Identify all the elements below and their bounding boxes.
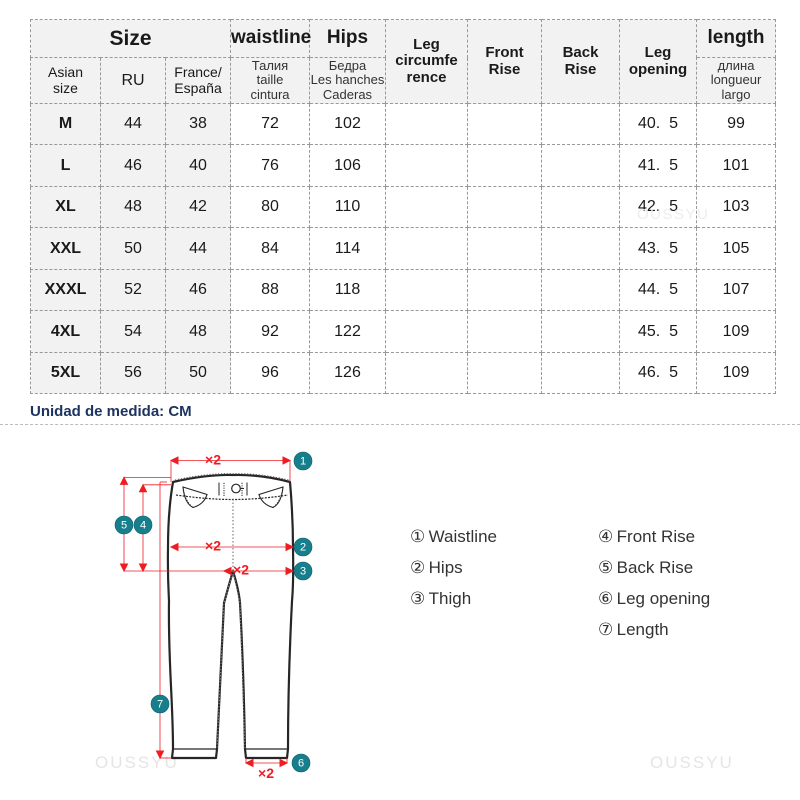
svg-text:×2: ×2 xyxy=(205,452,221,468)
svg-text:2: 2 xyxy=(300,542,306,554)
svg-text:5: 5 xyxy=(121,520,127,532)
svg-text:×2: ×2 xyxy=(205,538,221,554)
svg-text:6: 6 xyxy=(298,758,304,770)
svg-text:×2: ×2 xyxy=(258,765,274,781)
svg-text:3: 3 xyxy=(300,566,306,578)
svg-text:4: 4 xyxy=(140,520,146,532)
svg-text:1: 1 xyxy=(300,456,306,468)
svg-text:7: 7 xyxy=(157,699,163,711)
svg-text:×2: ×2 xyxy=(233,562,249,578)
